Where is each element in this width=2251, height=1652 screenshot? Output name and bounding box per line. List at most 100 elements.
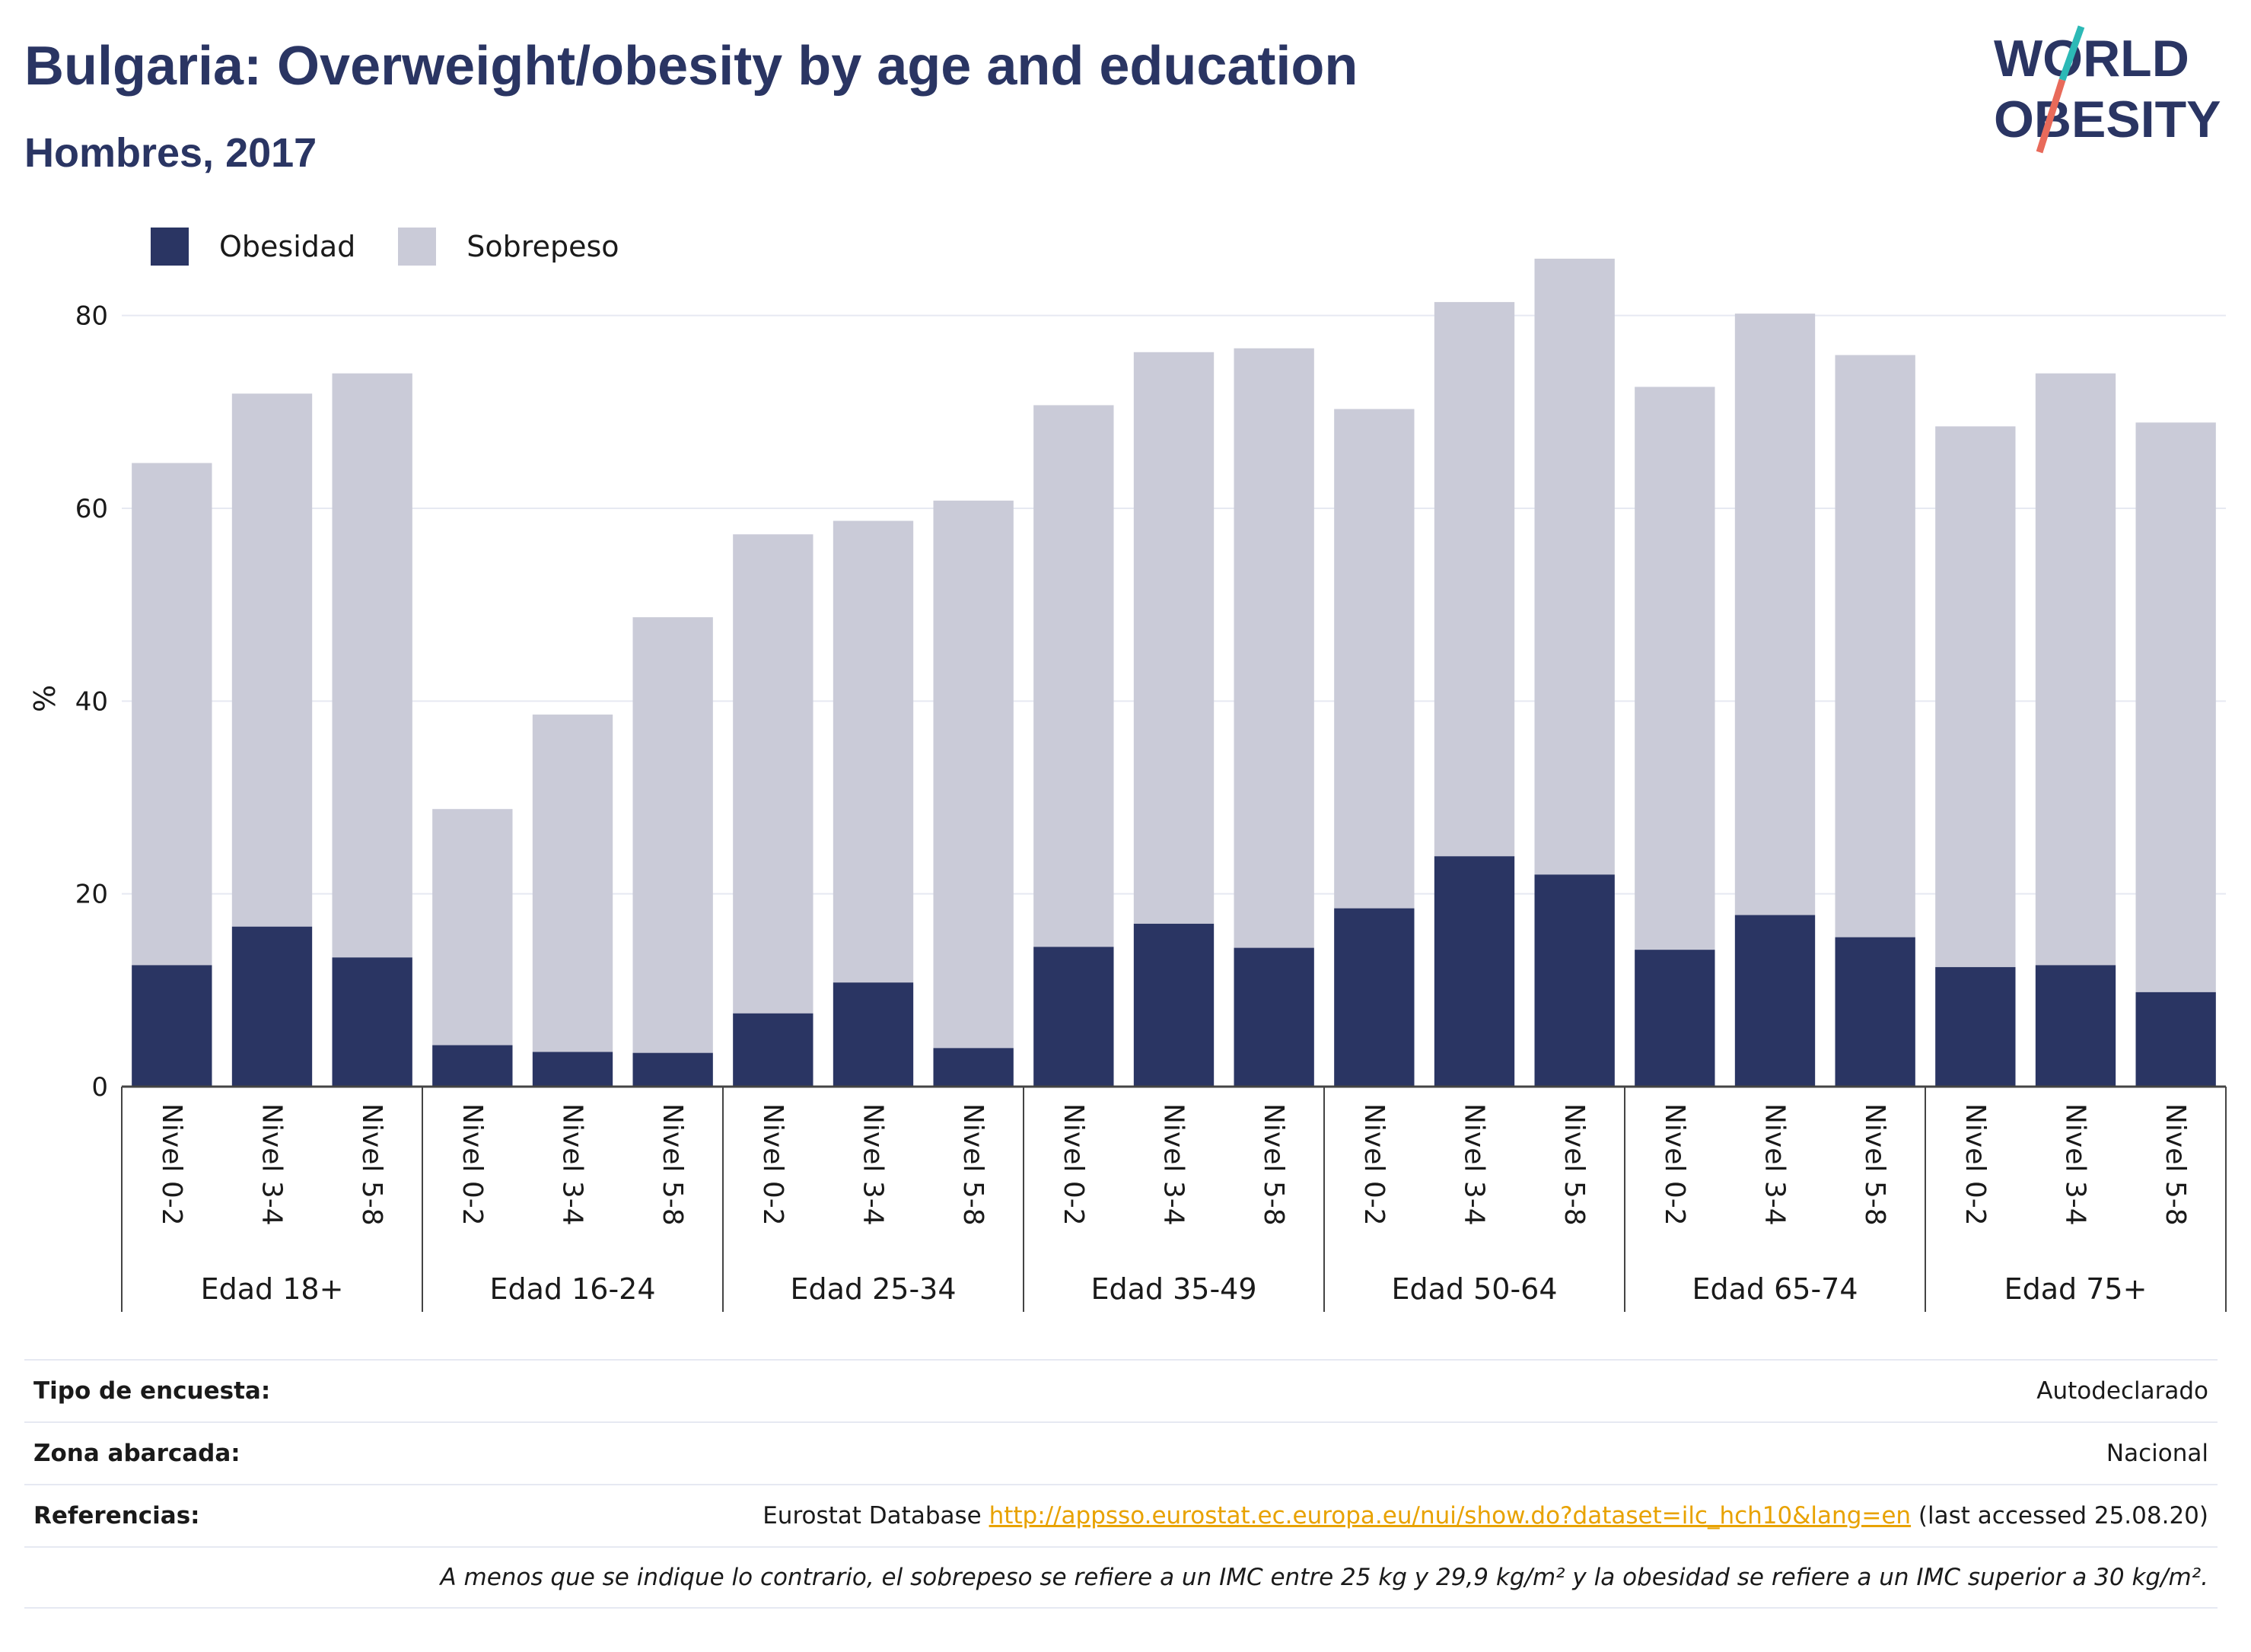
bar-sobrepeso (1835, 355, 1915, 937)
legend-label-sobrepeso: Sobrepeso (466, 230, 619, 263)
info-row-references: Referencias: Eurostat Database http://ap… (24, 1484, 2218, 1546)
x-tick-label: Nivel 5-8 (657, 1103, 688, 1226)
bar-sobrepeso (1534, 258, 1615, 875)
bar-sobrepeso (1734, 314, 1816, 915)
survey-type-value: Autodeclarado (2036, 1377, 2208, 1405)
reference-accessed: (last accessed 25.08.20) (1918, 1502, 2208, 1529)
x-tick-label: Nivel 5-8 (2160, 1103, 2191, 1226)
x-tick-label: Nivel 0-2 (457, 1103, 488, 1226)
references-label: Referencias: (33, 1502, 200, 1529)
legend-label-obesidad: Obesidad (219, 230, 356, 263)
info-row-note: A menos que se indique lo contrario, el … (24, 1546, 2218, 1609)
group-label: Edad 75+ (2004, 1272, 2148, 1306)
bar-sobrepeso (733, 534, 813, 1014)
x-tick-label: Nivel 3-4 (858, 1103, 889, 1226)
bar-obesidad (1734, 915, 1816, 1087)
logo-slash-teal (2058, 25, 2085, 81)
bar-obesidad (1635, 950, 1715, 1087)
bar-sobrepeso (231, 393, 313, 927)
bar-obesidad (2035, 965, 2116, 1087)
reference-link[interactable]: http://appsso.eurostat.ec.europa.eu/nui/… (989, 1502, 1912, 1529)
x-tick-label: Nivel 5-8 (957, 1103, 989, 1226)
bar-obesidad (1434, 856, 1515, 1087)
bar-sobrepeso (1635, 387, 1715, 950)
references-value: Eurostat Database http://appsso.eurostat… (763, 1502, 2208, 1529)
bar-sobrepeso (432, 809, 513, 1046)
y-tick-label: 40 (75, 686, 108, 717)
x-tick-label: Nivel 5-8 (1258, 1103, 1289, 1226)
group-label: Edad 25-34 (790, 1272, 956, 1306)
bar-obesidad (733, 1013, 813, 1087)
x-tick-label: Nivel 0-2 (1960, 1103, 1991, 1226)
legend-item-sobrepeso[interactable]: Sobrepeso (398, 228, 619, 266)
bar-obesidad (1234, 947, 1314, 1087)
bar-obesidad (1835, 937, 1915, 1087)
x-tick-label: Nivel 0-2 (757, 1103, 788, 1226)
legend-swatch-obesidad (151, 228, 189, 266)
chart-subtitle: Hombres, 2017 (24, 130, 317, 176)
bar-sobrepeso (132, 463, 212, 966)
bar-obesidad (632, 1052, 713, 1087)
legend-swatch-sobrepeso (398, 228, 437, 266)
x-tick-label: Nivel 3-4 (2060, 1103, 2091, 1226)
x-tick-label: Nivel 3-4 (1158, 1103, 1189, 1226)
group-label: Edad 50-64 (1391, 1272, 1557, 1306)
y-tick-label: 20 (75, 880, 108, 910)
bar-sobrepeso (1334, 409, 1415, 909)
bar-obesidad (1935, 966, 2016, 1087)
chart-title: Bulgaria: Overweight/obesity by age and … (24, 36, 1358, 97)
x-tick-label: Nivel 0-2 (1659, 1103, 1690, 1226)
coverage-value: Nacional (2106, 1440, 2208, 1467)
bar-sobrepeso (2135, 422, 2216, 992)
y-tick-label: 80 (75, 301, 108, 332)
x-tick-label: Nivel 3-4 (1759, 1103, 1791, 1226)
x-tick-label: Nivel 0-2 (1358, 1103, 1390, 1226)
bar-sobrepeso (833, 520, 914, 983)
x-tick-label: Nivel 5-8 (1859, 1103, 1890, 1226)
bar-chart: 0 20 40 60 80% Nivel 0-2 Nivel 3-4 Nivel 5-8 Eda… (28, 258, 2227, 1312)
bar-sobrepeso (332, 373, 412, 958)
y-tick-label: 0 (91, 1072, 108, 1103)
bar-sobrepeso (1234, 348, 1314, 948)
bar-obesidad (1534, 874, 1615, 1087)
bar-sobrepeso (1935, 426, 2016, 967)
chart-legend: Obesidad Sobrepeso (151, 227, 662, 266)
bar-sobrepeso (1033, 405, 1114, 947)
bar-sobrepeso (632, 617, 713, 1053)
x-tick-label: Nivel 5-8 (356, 1103, 387, 1226)
x-tick-label: Nivel 3-4 (1459, 1103, 1490, 1226)
coverage-label: Zona abarcada: (33, 1440, 240, 1467)
definition-note: A menos que se indique lo contrario, el … (440, 1564, 2208, 1591)
group-label: Edad 16-24 (489, 1272, 655, 1306)
bar-obesidad (432, 1045, 513, 1087)
bar-obesidad (332, 957, 412, 1087)
bar-obesidad (1033, 947, 1114, 1087)
x-tick-label: Nivel 3-4 (557, 1103, 588, 1226)
bar-obesidad (933, 1048, 1014, 1087)
bar-sobrepeso (1434, 301, 1515, 857)
group-label: Edad 18+ (201, 1272, 344, 1306)
bar-sobrepeso (532, 715, 613, 1052)
bar-sobrepeso (933, 500, 1014, 1049)
logo-text-obesity: OBESITY (1994, 91, 2221, 148)
bar-obesidad (1133, 923, 1215, 1087)
group-label: Edad 35-49 (1090, 1272, 1256, 1306)
logo-slash-coral (2036, 78, 2066, 154)
bar-sobrepeso (2035, 373, 2116, 966)
x-tick-label: Nivel 0-2 (156, 1103, 187, 1226)
bar-obesidad (2135, 992, 2216, 1087)
y-tick-label: 60 (75, 494, 108, 524)
bar-obesidad (231, 926, 313, 1087)
bar-obesidad (132, 965, 212, 1087)
info-row-survey: Tipo de encuesta: Autodeclarado (24, 1359, 2218, 1421)
bar-obesidad (1334, 908, 1415, 1087)
legend-item-obesidad[interactable]: Obesidad (151, 228, 355, 266)
y-axis-label: % (28, 685, 62, 712)
logo-text-world: WORLD (1994, 30, 2189, 88)
world-obesity-logo: WORLD OBESITY (1994, 25, 2221, 154)
x-tick-label: Nivel 0-2 (1058, 1103, 1089, 1226)
x-tick-label: Nivel 3-4 (256, 1103, 288, 1226)
bar-obesidad (833, 982, 914, 1087)
reference-source: Eurostat Database (763, 1502, 982, 1529)
info-row-area: Zona abarcada: Nacional (24, 1421, 2218, 1484)
